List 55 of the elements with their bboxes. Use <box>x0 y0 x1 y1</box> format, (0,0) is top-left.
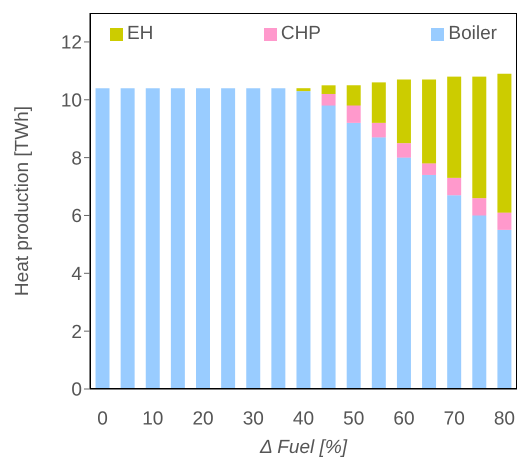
bar <box>396 158 411 389</box>
y-tick-label: 0 <box>71 380 82 401</box>
bar <box>346 122 361 389</box>
bar <box>472 198 486 216</box>
bar <box>497 74 512 213</box>
bar <box>221 88 236 389</box>
x-tick-label: 70 <box>444 408 465 430</box>
bar <box>472 76 486 198</box>
y-axis-title: Heat production [TWh] <box>12 106 34 296</box>
bar <box>322 94 336 106</box>
y-tick-label: 12 <box>60 32 82 54</box>
x-tick-label: 0 <box>97 408 108 430</box>
bar <box>322 85 336 94</box>
bar <box>271 88 286 389</box>
x-tick-label: 40 <box>292 408 314 430</box>
bar <box>372 82 386 123</box>
legend-label: Boiler <box>447 23 497 45</box>
bar <box>396 80 411 144</box>
y-tick-label: 2 <box>71 322 82 343</box>
x-axis-title: Δ Fuel [%] <box>258 437 348 458</box>
bar <box>497 212 512 230</box>
bar <box>447 178 462 196</box>
bar <box>447 76 462 178</box>
legend-label: CHP <box>280 23 321 45</box>
bar <box>246 88 260 389</box>
bar <box>372 122 386 138</box>
bar <box>346 106 361 123</box>
bar <box>96 88 110 389</box>
bar <box>472 215 486 389</box>
x-tick-label: 30 <box>242 408 264 430</box>
bar <box>120 88 135 389</box>
y-tick-label: 4 <box>71 264 82 286</box>
bar <box>422 174 436 389</box>
bar <box>396 143 411 158</box>
bar <box>447 195 462 389</box>
bar <box>322 106 336 389</box>
x-tick-label: 10 <box>142 408 164 430</box>
y-tick-label: 6 <box>71 206 82 228</box>
bar <box>146 88 160 389</box>
bar <box>422 163 436 175</box>
y-tick-label: 8 <box>71 148 82 170</box>
x-tick-label: 80 <box>494 408 516 430</box>
y-tick-label: 10 <box>60 90 82 112</box>
bar <box>196 88 210 389</box>
legend-label: EH <box>126 23 154 45</box>
bar <box>170 88 185 389</box>
x-tick-label: 20 <box>192 408 214 430</box>
x-tick-label: 50 <box>343 408 364 430</box>
bar <box>346 85 361 106</box>
bar <box>422 80 436 164</box>
bar <box>296 91 310 389</box>
bar <box>372 137 386 389</box>
x-tick-label: 60 <box>393 408 415 430</box>
bar <box>296 88 310 92</box>
bar <box>497 230 512 389</box>
